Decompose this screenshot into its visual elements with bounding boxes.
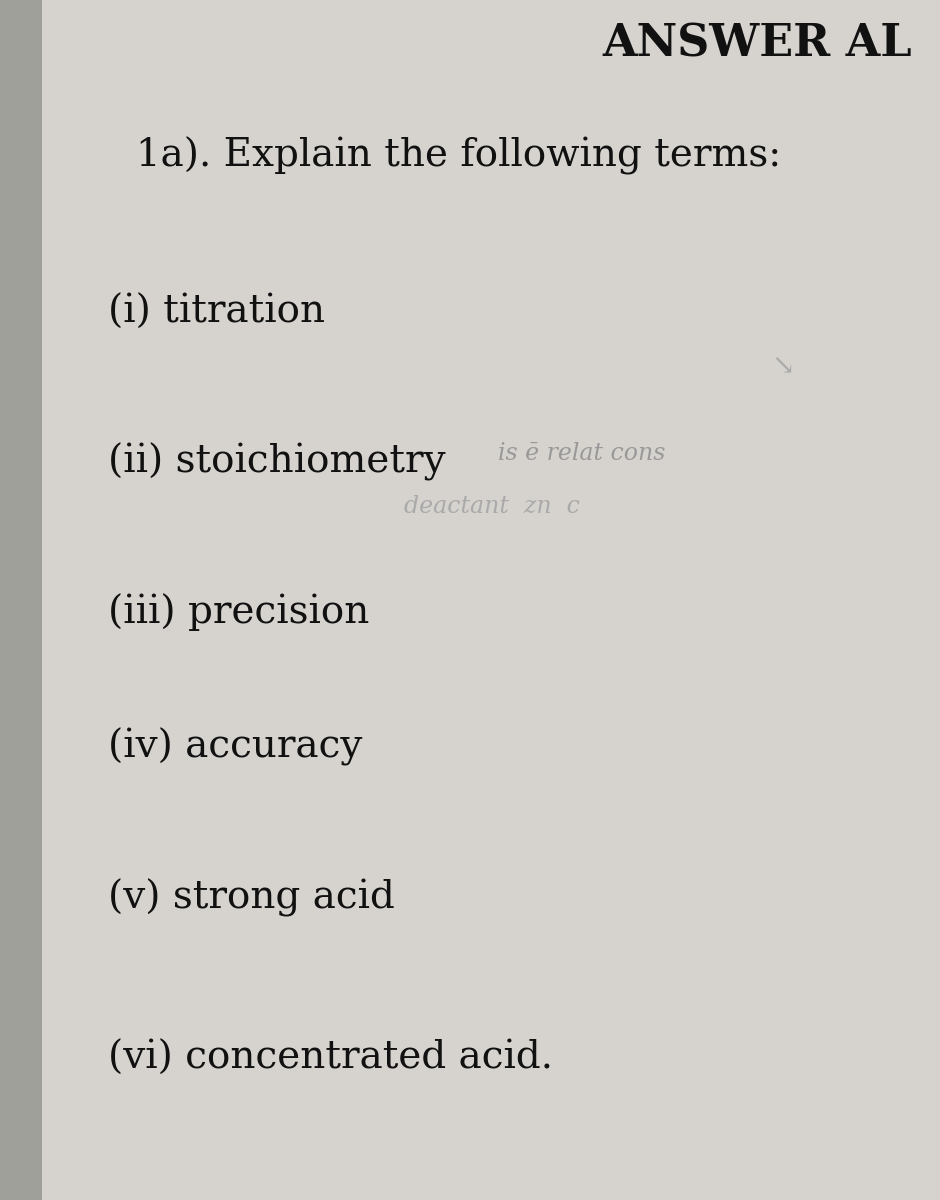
Text: deactant  zn  c: deactant zn c [404,494,580,518]
Bar [0,0,42,1200]
Text: (iii) precision: (iii) precision [108,593,369,631]
Text: ↘: ↘ [771,353,794,379]
Text: (i) titration: (i) titration [108,294,325,330]
Text: 1a). Explain the following terms:: 1a). Explain the following terms: [136,137,781,175]
Text: (ii) stoichiometry: (ii) stoichiometry [108,443,446,481]
Text: (v) strong acid: (v) strong acid [108,878,395,917]
Text: (vi) concentrated acid.: (vi) concentrated acid. [108,1040,553,1076]
Text: ANSWER AL: ANSWER AL [603,23,912,66]
Text: (iv) accuracy: (iv) accuracy [108,727,363,766]
Text: is ē relat cons: is ē relat cons [498,442,666,466]
